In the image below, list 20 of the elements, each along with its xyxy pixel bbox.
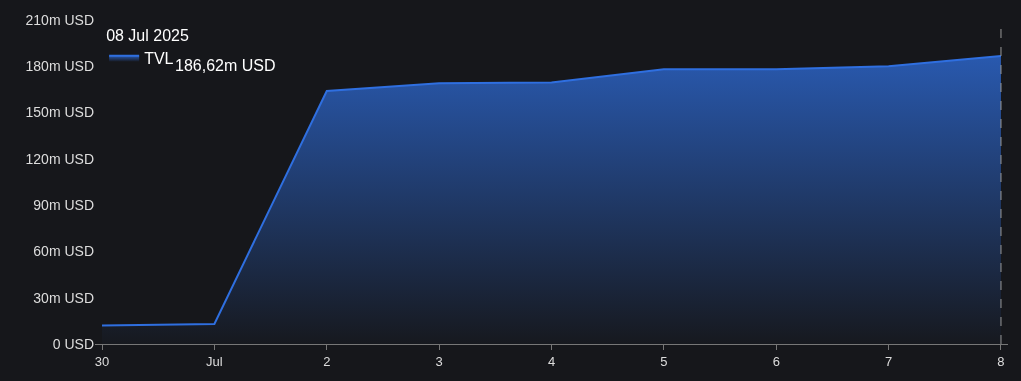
y-tick-label: 0 USD — [52, 335, 94, 352]
x-tick-label: Jul — [206, 353, 223, 369]
x-tick-label: 4 — [547, 353, 556, 369]
x-tick-label: 2 — [323, 353, 331, 369]
x-tick-label: 3 — [435, 353, 443, 369]
y-tick-label: 120m USD — [25, 150, 94, 167]
x-tick-label: 30 — [94, 353, 110, 369]
y-tick-label: 150m USD — [25, 104, 94, 121]
annotation: 186,62m USD — [175, 57, 276, 74]
x-tick-label: 6 — [772, 353, 780, 369]
y-tick-label: 210m USD — [25, 11, 94, 28]
y-tick-label: 90m USD — [33, 197, 94, 214]
legend-title: 08 Jul 2025 — [106, 26, 189, 44]
legend-label: TVL — [144, 49, 174, 67]
x-tick-label: 5 — [660, 353, 668, 369]
y-tick-label: 30m USD — [33, 289, 94, 306]
y-tick-label: 180m USD — [25, 58, 94, 75]
x-tick-label: 7 — [884, 353, 893, 369]
y-tick-label: 60m USD — [33, 243, 94, 260]
x-tick-label: 8 — [997, 353, 1005, 369]
